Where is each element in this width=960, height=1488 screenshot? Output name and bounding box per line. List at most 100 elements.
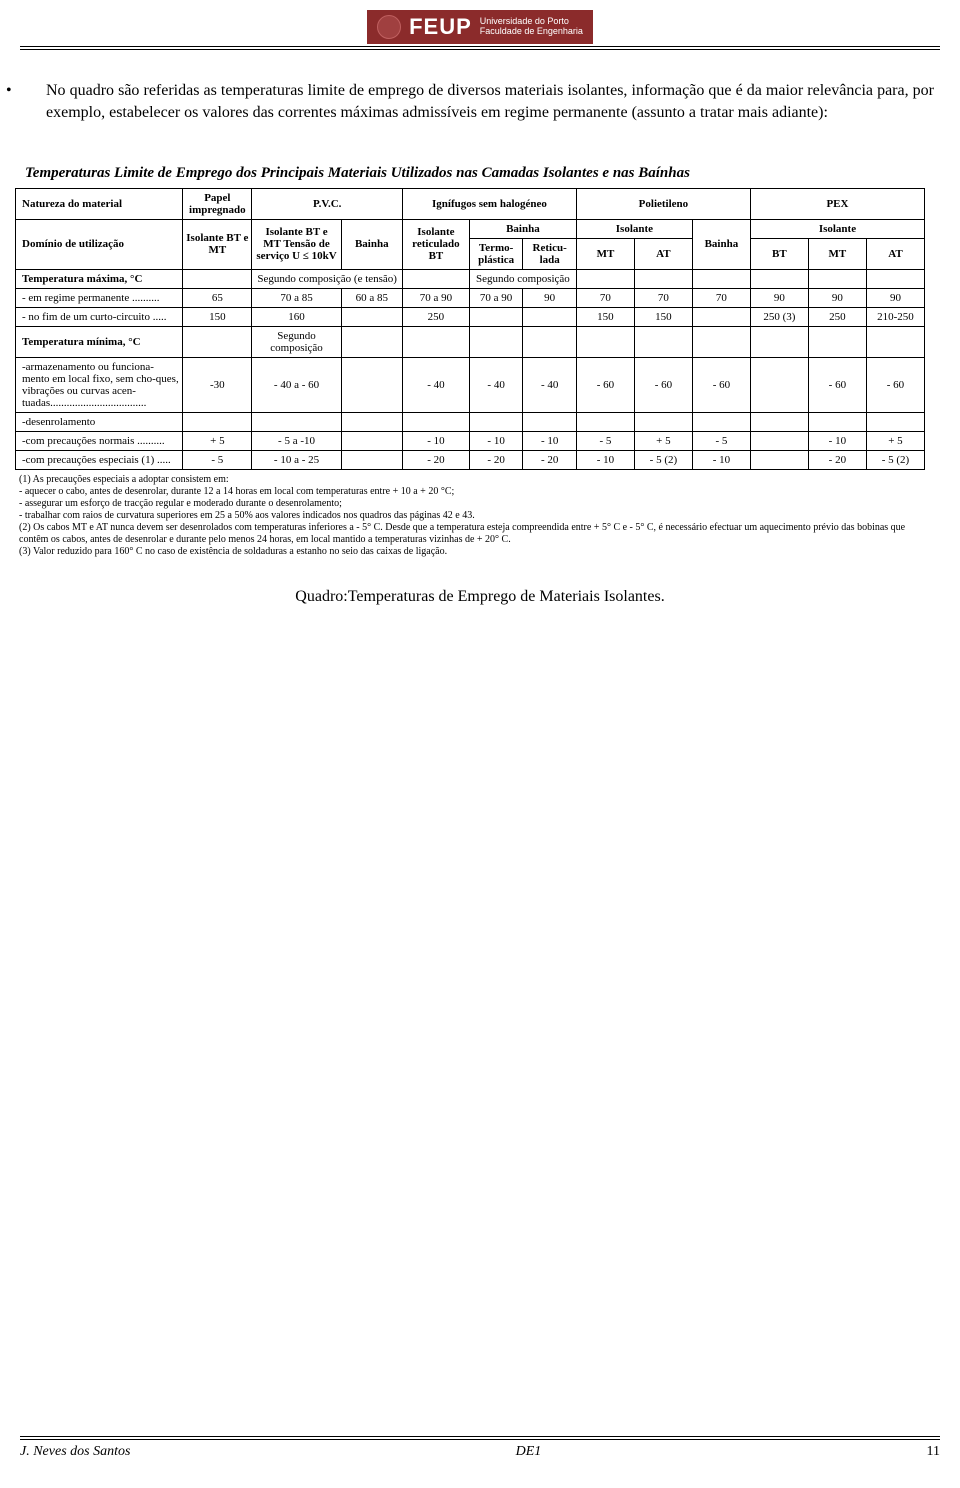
th-natureza: Natureza do material (16, 188, 183, 219)
footer-author: J. Neves dos Santos (20, 1444, 130, 1460)
cell: 90 (866, 288, 924, 307)
table-row-tmax: Temperatura máxima, °C Segundo composiçã… (16, 269, 925, 288)
table-title: Temperaturas Limite de Emprego dos Princ… (15, 165, 940, 182)
table-caption: Quadro:Temperaturas de Emprego de Materi… (20, 588, 940, 606)
table-row-norm: -com precauções normais .......... + 5 -… (16, 431, 925, 450)
cell: 210-250 (866, 307, 924, 326)
cell: - 10 (523, 431, 577, 450)
cell (469, 307, 523, 326)
cell: - 10 (692, 450, 750, 469)
table-row-arm: -armazenamento ou funciona-mento em loca… (16, 357, 925, 412)
cell: 70 a 85 (252, 288, 341, 307)
cell-segcomp1: Segundo composição (e tensão) (252, 269, 403, 288)
cell (692, 307, 750, 326)
cell: - 20 (523, 450, 577, 469)
cell: + 5 (866, 431, 924, 450)
cell: - 5 a -10 (252, 431, 341, 450)
cell: - 5 (2) (866, 450, 924, 469)
cell: 65 (183, 288, 252, 307)
cell: 250 (402, 307, 469, 326)
page: FEUP Universidade do Porto Faculdade de … (0, 0, 960, 1470)
cell (750, 450, 808, 469)
cell-segcomp2: Segundo composição (469, 269, 576, 288)
bullet-icon: • (26, 80, 46, 102)
cell: 90 (750, 288, 808, 307)
cell-segcomp3: Segundo composição (252, 326, 341, 357)
footer-doc: DE1 (516, 1444, 542, 1460)
th-iso-btmt2: Isolante BT e MT Tensão de serviço U ≤ 1… (252, 219, 341, 269)
cell: - 60 (866, 357, 924, 412)
cell: 150 (183, 307, 252, 326)
footer: J. Neves dos Santos DE1 11 (20, 1436, 940, 1460)
cell: - 10 (576, 450, 634, 469)
cell: 70 a 90 (402, 288, 469, 307)
cell-esp-label: -com precauções especiais (1) ..... (16, 450, 183, 469)
cell (523, 307, 577, 326)
cell: -30 (183, 357, 252, 412)
cell (341, 431, 402, 450)
th-iso-ret-bt: Isolante reticulado BT (402, 219, 469, 269)
header-rule (20, 46, 940, 50)
th-reticu: Reticu-lada (523, 238, 577, 269)
th-pex: PEX (750, 188, 924, 219)
table-row-header2: Domínio de utilização Isolante BT e MT I… (16, 219, 925, 238)
th-mt2: MT (808, 238, 866, 269)
th-isolante-poli: Isolante (576, 219, 692, 238)
cell: 90 (523, 288, 577, 307)
th-pvc: P.V.C. (252, 188, 403, 219)
cell: 70 (692, 288, 750, 307)
feup-logo: FEUP Universidade do Porto Faculdade de … (367, 10, 593, 44)
logo-text: FEUP (409, 14, 472, 40)
note-line: (3) Valor reduzido para 160° C no caso d… (19, 546, 936, 558)
table-row-header1: Natureza do material Papel impregnado P.… (16, 188, 925, 219)
cell: - 40 a - 60 (252, 357, 341, 412)
cell: - 40 (402, 357, 469, 412)
cell (341, 357, 402, 412)
footer-rule (20, 1436, 940, 1440)
intro-text: No quadro são referidas as temperaturas … (46, 82, 934, 121)
cell (341, 450, 402, 469)
cell: 60 a 85 (341, 288, 402, 307)
cell: - 60 (576, 357, 634, 412)
cell-arm-label: -armazenamento ou funciona-mento em loca… (16, 357, 183, 412)
th-dominio: Domínio de utilização (16, 219, 183, 269)
cell: 160 (252, 307, 341, 326)
cell-norm-label: -com precauções normais .......... (16, 431, 183, 450)
cell: 70 a 90 (469, 288, 523, 307)
table-row-tmin: Temperatura mínima, °C Segundo composiçã… (16, 326, 925, 357)
cell: - 20 (402, 450, 469, 469)
th-polietileno: Polietileno (576, 188, 750, 219)
cell: 150 (576, 307, 634, 326)
cell-tmax: Temperatura máxima, °C (16, 269, 183, 288)
th-at1: AT (634, 238, 692, 269)
table-row-des: -desenrolamento (16, 412, 925, 431)
cell: 150 (634, 307, 692, 326)
table-row-esp: -com precauções especiais (1) ..... - 5 … (16, 450, 925, 469)
cell: - 5 (2) (634, 450, 692, 469)
note-line: - assegurar um esforço de tracção regula… (19, 498, 936, 510)
th-mt1: MT (576, 238, 634, 269)
intro-paragraph: •No quadro são referidas as temperaturas… (20, 80, 940, 125)
cell: - 60 (692, 357, 750, 412)
cell: - 10 a - 25 (252, 450, 341, 469)
th-iso-btmt: Isolante BT e MT (183, 219, 252, 269)
cell: 70 (634, 288, 692, 307)
logo-sub2: Faculdade de Engenharia (480, 27, 583, 37)
cell: 250 (808, 307, 866, 326)
th-isolante-pex: Isolante (750, 219, 924, 238)
th-bainha2: Bainha (469, 219, 576, 238)
cell: - 20 (469, 450, 523, 469)
cell (750, 431, 808, 450)
cell (341, 307, 402, 326)
cell (750, 357, 808, 412)
cell: 70 (576, 288, 634, 307)
cell: - 20 (808, 450, 866, 469)
cell: - 10 (469, 431, 523, 450)
note-line: - aquecer o cabo, antes de desenrolar, d… (19, 486, 936, 498)
cell: + 5 (183, 431, 252, 450)
th-termo: Termo-plástica (469, 238, 523, 269)
table-row-perm: - em regime permanente .......... 65 70 … (16, 288, 925, 307)
note-line: (1) As precauções especiais a adoptar co… (19, 474, 936, 486)
header-logo: FEUP Universidade do Porto Faculdade de … (20, 10, 940, 44)
cell: - 5 (576, 431, 634, 450)
